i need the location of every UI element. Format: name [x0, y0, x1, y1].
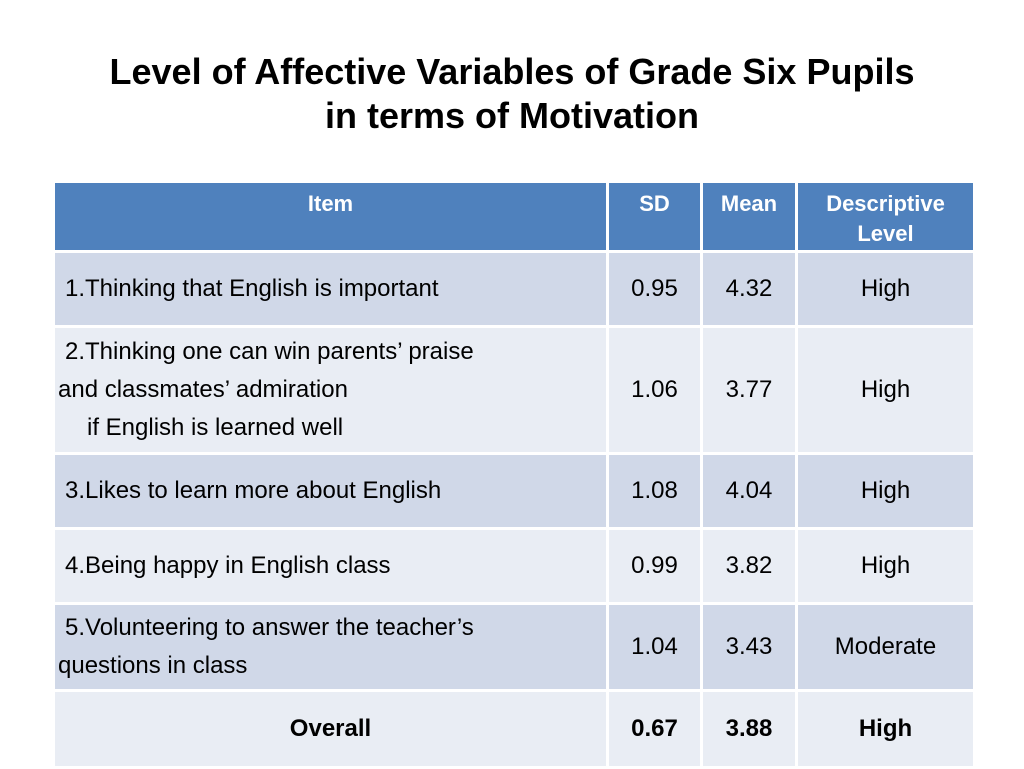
item-cell: 4.Being happy in English class [52, 527, 609, 605]
sd-cell: 1.06 [606, 325, 703, 455]
mean-cell: 3.77 [700, 325, 798, 455]
item-text: and classmates’ admiration [58, 376, 348, 403]
level-cell: High [795, 452, 976, 530]
header-mean: Mean [700, 180, 798, 253]
table-row: 5.Volunteering to answer the teacher’s q… [52, 602, 976, 692]
item-text: if English is learned well [87, 414, 344, 441]
item-text: 2.Thinking one can win parents’ praise [65, 338, 474, 365]
item-text: 1.Thinking that English is important [65, 275, 439, 302]
header-item: Item [52, 180, 609, 253]
sd-cell: 1.08 [606, 452, 703, 530]
slide-title: Level of Affective Variables of Grade Si… [0, 50, 1024, 138]
overall-level-cell: High [795, 689, 976, 769]
overall-label-cell: Overall [52, 689, 609, 769]
mean-cell: 4.32 [700, 250, 798, 328]
table-row: 2.Thinking one can win parents’ praise a… [52, 325, 976, 455]
mean-cell: 3.43 [700, 602, 798, 692]
mean-cell: 4.04 [700, 452, 798, 530]
table-row: 1.Thinking that English is important 0.9… [52, 250, 976, 328]
item-cell: 2.Thinking one can win parents’ praise a… [52, 325, 609, 455]
mean-cell: 3.82 [700, 527, 798, 605]
table-row: 3.Likes to learn more about English 1.08… [52, 452, 976, 530]
level-cell: Moderate [795, 602, 976, 692]
header-descriptive-level: Descriptive Level [795, 180, 976, 253]
level-cell: High [795, 250, 976, 328]
level-cell: High [795, 527, 976, 605]
sd-cell: 1.04 [606, 602, 703, 692]
item-cell: 5.Volunteering to answer the teacher’s q… [52, 602, 609, 692]
item-cell: 3.Likes to learn more about English [52, 452, 609, 530]
item-text: 3.Likes to learn more about English [65, 477, 442, 504]
overall-sd-cell: 0.67 [606, 689, 703, 769]
header-sd: SD [606, 180, 703, 253]
item-text: 4.Being happy in English class [65, 552, 391, 579]
item-text: 5.Volunteering to answer the teacher’s [65, 614, 474, 641]
motivation-table: Item SD Mean Descriptive Level 1.Thinkin… [52, 180, 976, 769]
header-level-line-1: Descriptive [826, 191, 945, 216]
sd-cell: 0.99 [606, 527, 703, 605]
table-row: 4.Being happy in English class 0.99 3.82… [52, 527, 976, 605]
sd-cell: 0.95 [606, 250, 703, 328]
item-text: questions in class [58, 652, 248, 679]
overall-mean-cell: 3.88 [700, 689, 798, 769]
item-cell: 1.Thinking that English is important [52, 250, 609, 328]
slide-title-line-1: Level of Affective Variables of Grade Si… [109, 51, 915, 92]
level-cell: High [795, 325, 976, 455]
table-header-row: Item SD Mean Descriptive Level [52, 180, 976, 253]
slide-title-line-2: in terms of Motivation [324, 95, 699, 136]
table-row-overall: Overall 0.67 3.88 High [52, 689, 976, 769]
header-level-line-2: Level [857, 221, 914, 246]
